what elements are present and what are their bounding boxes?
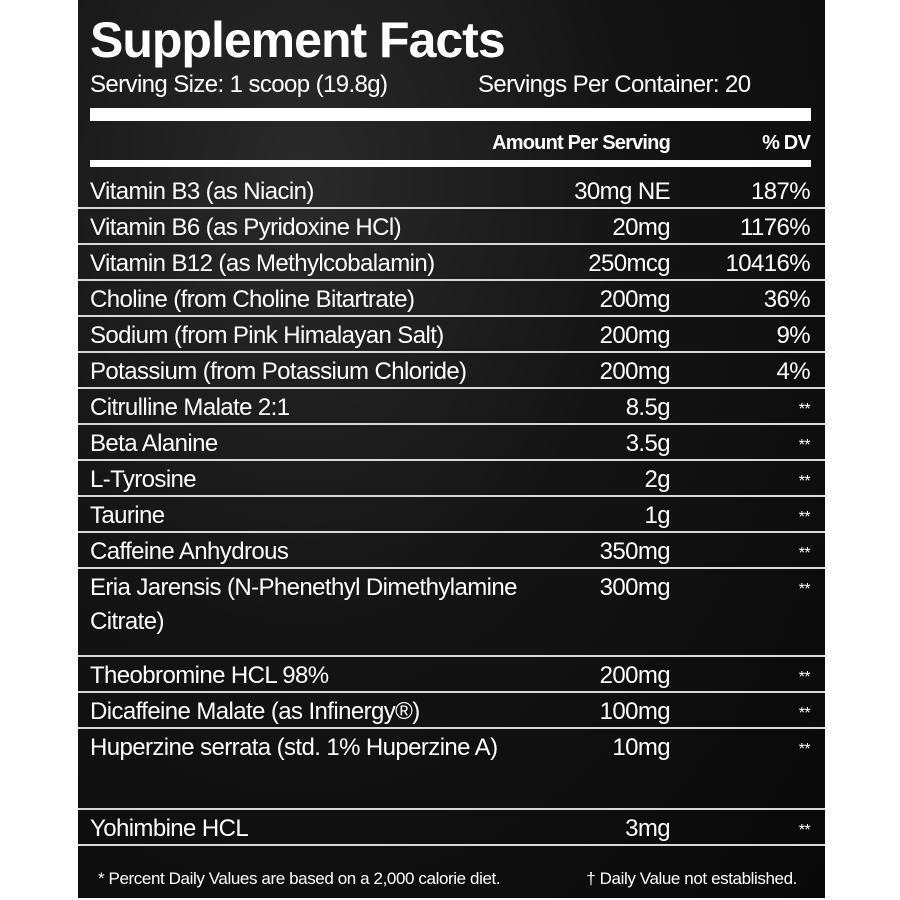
nutrient-name: Sodium (from Pink Himalayan Salt) xyxy=(90,322,444,349)
table-row: Dicaffeine Malate (as Infinergy®) 100mg ** xyxy=(78,693,825,729)
nutrient-dv: 187% xyxy=(751,178,811,205)
nutrient-dv: ** xyxy=(798,545,811,562)
nutrient-name: Taurine xyxy=(90,502,165,529)
serving-size: Serving Size: 1 scoop (19.8g) xyxy=(90,71,388,98)
table-row: Vitamin B3 (as Niacin) 30mg NE 187% xyxy=(78,173,825,209)
column-header-amount: Amount Per Serving xyxy=(492,132,671,154)
nutrient-amount: 200mg xyxy=(599,286,671,313)
divider-thick xyxy=(90,108,811,121)
table-row: Yohimbine HCL 3mg ** xyxy=(78,810,825,846)
nutrient-name: Citrulline Malate 2:1 xyxy=(90,394,290,421)
nutrient-dv: 10416% xyxy=(725,250,811,277)
table-row: Taurine 1g ** xyxy=(78,497,825,533)
nutrient-name: Caffeine Anhydrous xyxy=(90,538,289,565)
nutrient-amount: 20mg xyxy=(612,214,670,241)
nutrient-dv: ** xyxy=(798,509,811,526)
nutrient-dv: ** xyxy=(798,401,811,418)
nutrient-name: Vitamin B12 (as Methylcobalamin) xyxy=(90,250,435,277)
nutrient-name: Potassium (from Potassium Chloride) xyxy=(90,358,467,385)
nutrient-name: Eria Jarensis (N-Phenethyl Dimethylamine… xyxy=(90,574,517,635)
nutrient-name: Huperzine serrata (std. 1% Huperzine A) xyxy=(90,734,498,761)
nutrient-name: Beta Alanine xyxy=(90,430,218,457)
nutrient-dv: 9% xyxy=(776,322,811,349)
nutrient-amount: 3mg xyxy=(625,815,670,842)
nutrient-name: Dicaffeine Malate (as Infinergy®) xyxy=(90,698,420,725)
nutrient-table: Vitamin B3 (as Niacin) 30mg NE 187% Vitamin… xyxy=(78,173,825,846)
table-row: L-Tyrosine 2g ** xyxy=(78,461,825,497)
nutrient-dv: 1176% xyxy=(740,214,811,241)
nutrient-amount: 30mg NE xyxy=(574,178,670,205)
nutrient-name: Yohimbine HCL xyxy=(90,815,249,842)
table-row: Potassium (from Potassium Chloride) 200mg… xyxy=(78,353,825,389)
nutrient-name: Vitamin B3 (as Niacin) xyxy=(90,178,314,205)
table-row: Citrulline Malate 2:1 8.5g ** xyxy=(78,389,825,425)
table-row: Vitamin B6 (as Pyridoxine HCl) 20mg 1176% xyxy=(78,209,825,245)
nutrient-dv: ** xyxy=(798,705,811,722)
page-title: Supplement Facts xyxy=(90,12,506,68)
supplement-facts-panel: Supplement Facts Serving Size: 1 scoop (… xyxy=(78,0,825,898)
nutrient-amount: 250mcg xyxy=(588,250,670,277)
nutrient-dv: ** xyxy=(798,822,811,839)
column-header-dv: % DV xyxy=(762,132,811,154)
nutrient-dv: 4% xyxy=(776,358,811,385)
table-row: Sodium (from Pink Himalayan Salt) 200mg 9% xyxy=(78,317,825,353)
nutrient-name: Choline (from Choline Bitartrate) xyxy=(90,286,415,313)
nutrient-dv: ** xyxy=(798,473,811,490)
nutrient-amount: 200mg xyxy=(599,358,671,385)
table-row: Vitamin B12 (as Methylcobalamin) 250mcg 10… xyxy=(78,245,825,281)
footnote-dv: * Percent Daily Values are based on a 2,… xyxy=(98,869,501,888)
table-row: Caffeine Anhydrous 350mg ** xyxy=(78,533,825,569)
nutrient-amount: 10mg xyxy=(612,734,670,761)
nutrient-dv: ** xyxy=(798,741,811,758)
servings-per-container: Servings Per Container: 20 xyxy=(478,71,751,98)
nutrient-dv: 36% xyxy=(763,286,811,313)
nutrient-name: L-Tyrosine xyxy=(90,466,197,493)
table-row: Theobromine HCL 98% 200mg ** xyxy=(78,657,825,693)
table-row: Eria Jarensis (N-Phenethyl Dimethylamine… xyxy=(78,569,825,657)
nutrient-amount: 3.5g xyxy=(625,430,671,457)
nutrient-amount: 350mg xyxy=(599,538,671,565)
table-row: Huperzine serrata (std. 1% Huperzine A) 1… xyxy=(78,729,825,810)
divider-medium xyxy=(90,160,811,167)
nutrient-amount: 300mg xyxy=(599,574,671,601)
nutrient-amount: 100mg xyxy=(599,698,671,725)
nutrient-amount: 200mg xyxy=(599,662,671,689)
nutrient-dv: ** xyxy=(798,581,811,598)
nutrient-amount: 200mg xyxy=(599,322,671,349)
nutrient-amount: 1g xyxy=(644,502,671,529)
nutrient-amount: 8.5g xyxy=(625,394,671,421)
table-row: Choline (from Choline Bitartrate) 200mg 36… xyxy=(78,281,825,317)
table-row: Beta Alanine 3.5g ** xyxy=(78,425,825,461)
nutrient-dv: ** xyxy=(798,669,811,686)
nutrient-amount: 2g xyxy=(644,466,671,493)
nutrient-name: Vitamin B6 (as Pyridoxine HCl) xyxy=(90,214,402,241)
nutrient-dv: ** xyxy=(798,437,811,454)
footnote-dagger: † Daily Value not established. xyxy=(586,869,797,888)
nutrient-name: Theobromine HCL 98% xyxy=(90,662,329,689)
